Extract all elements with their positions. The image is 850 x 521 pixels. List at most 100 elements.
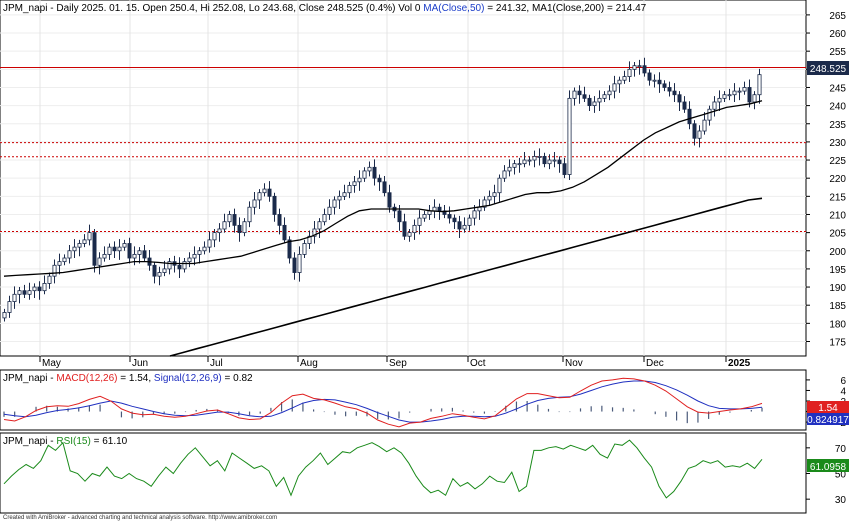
candle-body (207, 239, 212, 248)
candle-body (687, 108, 692, 125)
candle-body (267, 188, 272, 197)
candle-body (752, 94, 757, 103)
candle-body (372, 166, 377, 179)
candle-body (697, 130, 702, 139)
candle-body (707, 108, 712, 121)
signal-value-marker: 0.824917 (807, 413, 849, 426)
price-tick-label: 255 (829, 47, 846, 58)
rsi-value: = 61.10 (91, 436, 128, 447)
candle-body (227, 214, 232, 223)
candle-body (547, 159, 552, 165)
date-tick-label: Jul (210, 358, 223, 369)
price-tick-label: 230 (829, 138, 846, 149)
candle-body (397, 210, 402, 223)
candle-body (502, 170, 507, 179)
candle-body (242, 221, 247, 234)
ma50-line (3, 100, 763, 277)
candle-body (137, 250, 142, 255)
candle-body (77, 243, 82, 248)
candle-body (262, 188, 267, 194)
rsi-indicator: 30 50 70 (3, 439, 847, 506)
rsi-line (3, 439, 763, 499)
candle-body (552, 159, 557, 162)
candle-body (292, 257, 297, 273)
candle-body (602, 94, 607, 99)
signal-value: = 0.82 (222, 373, 253, 384)
candle-body (232, 214, 237, 226)
candle-body (342, 192, 347, 197)
candle-body (152, 264, 157, 277)
candle-body (27, 290, 32, 295)
candle-body (277, 214, 282, 226)
candle-body (572, 90, 577, 99)
price-tick-label: 200 (829, 247, 846, 258)
price-tick-label: 215 (829, 192, 846, 203)
candle-body (7, 301, 12, 313)
candle-body (252, 199, 257, 208)
price-tick-label: 225 (829, 156, 846, 167)
candle-body (447, 214, 452, 219)
candle-body (582, 94, 587, 99)
candle-body (117, 246, 122, 252)
rsi-header: JPM_napi - RSI(15) = 61.10 (3, 436, 128, 447)
candle-body (722, 94, 727, 99)
candle-body (382, 181, 387, 194)
candle-body (12, 293, 17, 302)
price-tick-label: 205 (829, 229, 846, 240)
price-tick-label: 220 (829, 174, 846, 185)
macd-panel (0, 369, 807, 431)
candle-body (387, 192, 392, 208)
price-tick-label: 235 (829, 120, 846, 131)
ohlc-info: - Daily 2025. 01. 15. Open 250.4, Hi 252… (47, 3, 423, 14)
rsi-tick-label: 50 (835, 470, 847, 481)
price-tick-label: 175 (829, 337, 846, 348)
candle-body (497, 177, 502, 194)
signal-label: Signal(12,26,9) (154, 373, 222, 384)
candle-body (527, 159, 532, 162)
candle-body (322, 214, 327, 223)
date-tick-label: Aug (300, 358, 318, 369)
candle-body (617, 79, 622, 85)
candle-body (192, 253, 197, 259)
candle-body (417, 217, 422, 226)
symbol-label: JPM_napi (3, 3, 47, 14)
candle-body (337, 195, 342, 201)
candle-body (507, 166, 512, 172)
candle-body (637, 65, 642, 68)
candle-body (37, 286, 42, 292)
candle-body (272, 195, 277, 215)
candle-body (522, 159, 527, 165)
candle-body (402, 221, 407, 237)
candle-body (347, 185, 352, 194)
candle-body (352, 181, 357, 186)
candle-body (162, 268, 167, 273)
date-axis: May Jun Jul Aug Sep Oct Nov Dec 2025 (39, 356, 751, 369)
price-tick-label: 245 (829, 83, 846, 94)
candle-body (647, 72, 652, 81)
candle-body (197, 250, 202, 255)
macd-line (3, 377, 763, 428)
moving-averages (3, 100, 763, 357)
candle-body (142, 250, 147, 259)
candle-body (127, 243, 132, 259)
candle-body (182, 261, 187, 270)
rsi-label: RSI(15) (56, 436, 90, 447)
candle-body (727, 94, 732, 97)
candle-body (187, 257, 192, 263)
candle-body (652, 79, 657, 82)
candle-body (102, 253, 107, 259)
candle-body (97, 257, 102, 266)
date-tick-label: May (42, 358, 61, 369)
candle-body (757, 74, 762, 96)
candle-body (717, 97, 722, 103)
macd-symbol: JPM_napi (3, 373, 47, 384)
candle-body (62, 257, 67, 263)
candle-body (612, 83, 617, 92)
price-tick-label: 195 (829, 265, 846, 276)
candle-body (432, 206, 437, 212)
candle-body (422, 214, 427, 219)
price-tick-label: 260 (829, 29, 846, 40)
candle-body (132, 253, 137, 259)
date-tick-label: Jun (132, 358, 148, 369)
